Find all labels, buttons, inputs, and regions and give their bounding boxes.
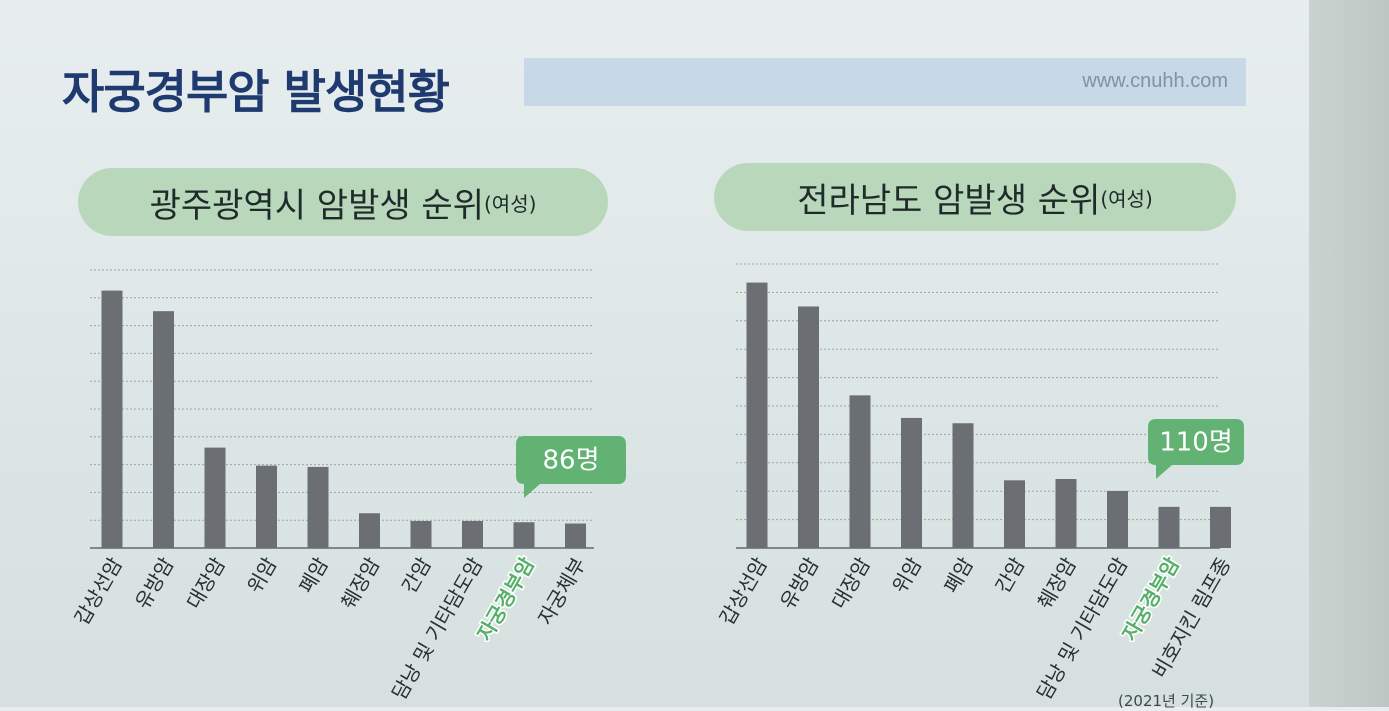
- bar-7: [410, 520, 432, 548]
- bar-6: [1004, 480, 1025, 548]
- bar-9: [1158, 506, 1180, 548]
- bar-3: [849, 395, 871, 548]
- chart-subtitle-gwangju: (여성): [484, 191, 537, 216]
- bar-7: [1055, 478, 1077, 548]
- footnote: (2021년 기준): [1118, 692, 1215, 710]
- category-label: 대장암: [182, 553, 230, 613]
- category-label: 유방암: [130, 553, 178, 613]
- category-label: 유방암: [775, 553, 823, 613]
- bar-8: [462, 520, 483, 548]
- chart-title-jeonnam: 전라남도 암발생 순위 (여성): [714, 163, 1236, 231]
- bar-1: [101, 290, 123, 548]
- category-label: 위암: [242, 553, 281, 597]
- bar-5: [952, 423, 974, 548]
- chart-title-gwangju-text: 광주광역시 암발생 순위: [149, 185, 484, 226]
- category-label: 폐암: [294, 553, 333, 597]
- bar-5: [307, 466, 329, 548]
- bar-1: [746, 282, 768, 548]
- bar-10: [1210, 506, 1231, 548]
- category-label: 췌장암: [1033, 553, 1081, 613]
- category-label: 위암: [887, 553, 926, 597]
- callout-value: 86명: [542, 446, 599, 476]
- chart-subtitle-jeonnam: (여성): [1100, 186, 1153, 211]
- callout-bubble: [1148, 419, 1244, 479]
- category-label: 대장암: [827, 553, 875, 613]
- category-label: 갑상선암: [715, 553, 773, 629]
- bar-2: [153, 311, 174, 548]
- bar-4: [901, 417, 922, 548]
- page-title: 자궁경부암 발생현황: [62, 65, 450, 119]
- callout-bubble: [516, 436, 626, 498]
- category-label: 췌장암: [336, 553, 384, 613]
- category-label: 간암: [397, 553, 436, 597]
- bar-2: [798, 306, 819, 548]
- chart-title-gwangju: 광주광역시 암발생 순위 (여성): [78, 168, 608, 236]
- bar-3: [204, 447, 226, 548]
- category-label: 자궁체부: [533, 553, 591, 629]
- bar-8: [1107, 490, 1128, 548]
- chart-title-jeonnam-text: 전라남도 암발생 순위: [797, 180, 1101, 221]
- bar-6: [359, 513, 380, 548]
- category-label: 폐암: [939, 553, 978, 597]
- bar-4: [256, 465, 277, 548]
- slide-edge: [1309, 0, 1389, 707]
- category-label: 갑상선암: [70, 553, 128, 629]
- bar-9: [513, 522, 535, 548]
- callout-value: 110명: [1159, 428, 1233, 458]
- bar-10: [565, 523, 586, 548]
- category-label: 간암: [990, 553, 1029, 597]
- website-url: www.cnuhh.com: [1082, 70, 1228, 92]
- url-banner: www.cnuhh.com: [524, 58, 1246, 106]
